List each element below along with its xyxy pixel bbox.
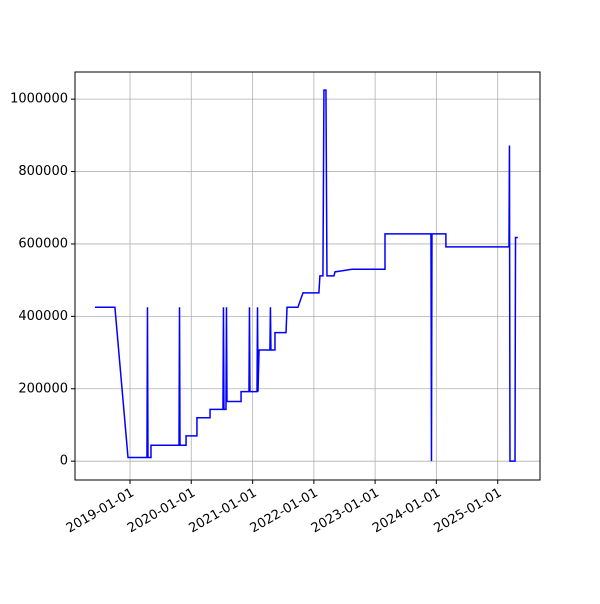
y-tick-label: 1000000 — [10, 92, 68, 107]
y-tick-label: 0 — [60, 454, 68, 469]
x-tick-label: 2020-01-01 — [125, 486, 198, 537]
x-tick-label: 2022-01-01 — [248, 486, 321, 537]
data-line — [94, 89, 518, 462]
x-tick-label: 2024-01-01 — [370, 486, 443, 537]
y-tick-label: 600000 — [18, 236, 68, 251]
y-tick-label: 200000 — [18, 381, 68, 396]
plot-frame — [74, 71, 541, 481]
x-tick-label: 2023-01-01 — [309, 486, 382, 537]
x-tick-label: 2025-01-01 — [432, 486, 505, 537]
x-tick-label: 2019-01-01 — [64, 486, 137, 537]
y-tick-label: 400000 — [18, 309, 68, 324]
x-tick-label: 2021-01-01 — [186, 486, 259, 537]
y-tick-label: 800000 — [18, 164, 68, 179]
